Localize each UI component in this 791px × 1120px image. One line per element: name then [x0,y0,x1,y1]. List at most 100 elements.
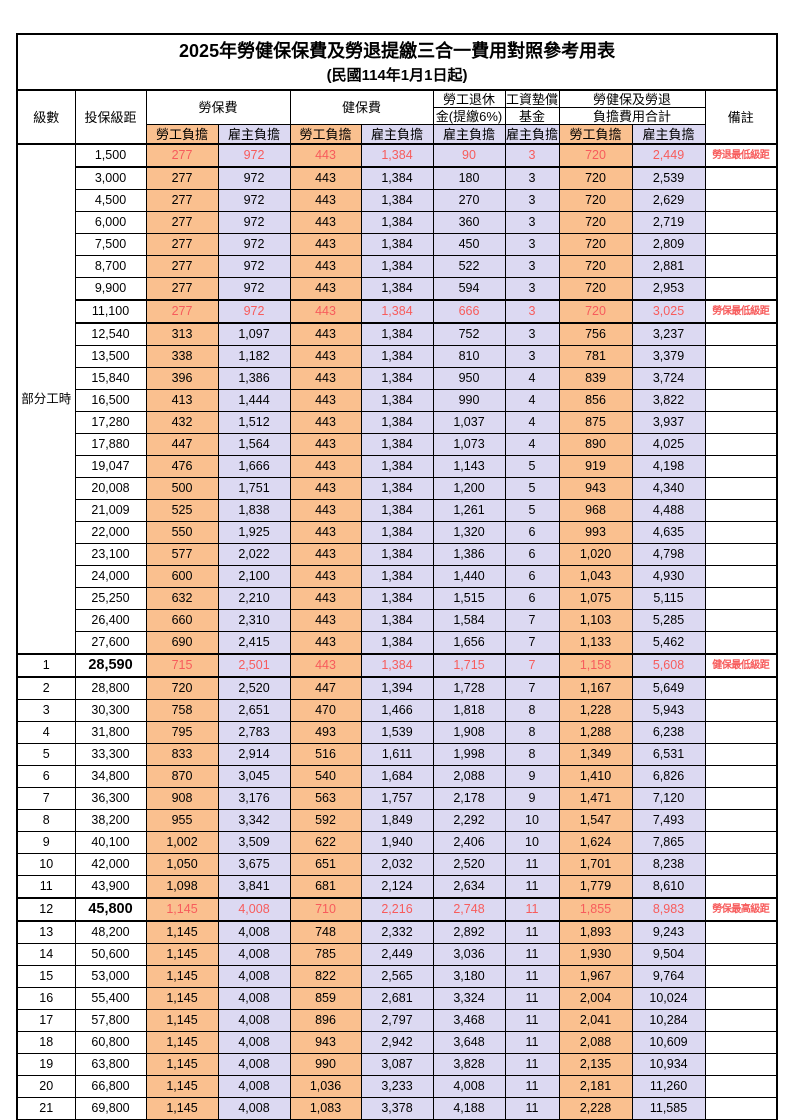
cell-labor-employer: 972 [217,189,291,212]
cell-total-employer: 4,025 [631,433,706,456]
cell-total-employee: 1,133 [558,631,633,655]
cell-bracket: 33,300 [74,743,147,766]
cell-level: 20 [16,1075,76,1098]
cell-health-employer: 1,384 [360,455,434,478]
cell-health-employee: 896 [289,1009,362,1032]
cell-wage-fund-employer: 11 [504,1075,560,1098]
cell-labor-employer: 1,097 [217,322,291,346]
cell-health-employer: 1,384 [360,211,434,234]
cell-total-employer: 9,504 [631,943,706,966]
cell-health-employer: 1,611 [360,743,434,766]
cell-pension-employer: 1,037 [432,411,506,434]
table-row: 13 48,200 1,145 4,008 748 2,332 2,892 11 1,893 9,… [16,920,778,944]
cell-wage-fund-employer: 4 [504,367,560,390]
cell-bracket: 17,880 [74,433,147,456]
cell-health-employee: 443 [289,411,362,434]
cell-bracket: 63,800 [74,1053,147,1076]
cell-total-employee: 856 [558,389,633,412]
col-header-health-fee: 健保費 [289,89,434,125]
cell-labor-employee: 1,050 [145,853,219,876]
cell-level: 13 [16,920,76,944]
cell-wage-fund-employer: 11 [504,853,560,876]
cell-labor-employer: 972 [217,233,291,256]
cell-pension-employer: 1,728 [432,676,506,700]
cell-wage-fund-employer: 8 [504,743,560,766]
cell-labor-employee: 870 [145,765,219,788]
cell-pension-employer: 522 [432,255,506,278]
cell-labor-employee: 313 [145,322,219,346]
cell-remark [704,1031,778,1054]
cell-wage-fund-employer: 11 [504,875,560,899]
cell-labor-employee: 1,145 [145,1075,219,1098]
cell-pension-employer: 1,715 [432,653,506,678]
cell-bracket: 31,800 [74,721,147,744]
cell-bracket: 4,500 [74,189,147,212]
cell-bracket: 43,900 [74,875,147,899]
cell-remark [704,943,778,966]
cell-total-employer: 9,764 [631,965,706,988]
cell-health-employer: 2,216 [360,897,434,922]
cell-bracket: 69,800 [74,1097,147,1120]
table-row: 13,500 338 1,182 443 1,384 810 3 781 3,379 [17,345,778,368]
cell-health-employee: 443 [289,653,362,678]
cell-wage-fund-employer: 11 [504,1031,560,1054]
cell-pension-employer: 180 [432,166,506,190]
cell-total-employee: 1,167 [558,676,633,700]
cell-wage-fund-employer: 11 [504,1009,560,1032]
cell-pension-employer: 1,143 [432,455,506,478]
cell-wage-fund-employer: 8 [504,699,560,722]
cell-health-employer: 1,384 [360,367,434,390]
cell-health-employer: 1,384 [360,631,434,655]
cell-total-employer: 5,115 [631,587,706,610]
cell-remark: 勞保最低級距 [704,299,778,324]
cell-wage-fund-employer: 9 [504,787,560,810]
cell-wage-fund-employer: 7 [504,676,560,700]
cell-health-employee: 443 [289,233,362,256]
cell-bracket: 11,100 [74,299,147,324]
cell-labor-employer: 1,751 [217,477,291,500]
cell-remark: 健保最低級距 [704,653,778,678]
cell-bracket: 6,000 [74,211,147,234]
cell-health-employer: 1,684 [360,765,434,788]
cell-total-employer: 3,379 [631,345,706,368]
cell-pension-employer: 3,180 [432,965,506,988]
subheader-total-employer: 雇主負擔 [631,124,706,145]
cell-labor-employer: 2,022 [217,543,291,566]
cell-total-employer: 8,983 [631,897,706,922]
cell-total-employee: 875 [558,411,633,434]
table-row: 25,250 632 2,210 443 1,384 1,515 6 1,075 5,115 [17,587,778,610]
cell-bracket: 3,000 [74,166,147,190]
cell-labor-employee: 632 [145,587,219,610]
cell-total-employee: 1,158 [558,653,633,678]
cell-pension-employer: 810 [432,345,506,368]
cell-wage-fund-employer: 7 [504,631,560,655]
cell-total-employer: 4,198 [631,455,706,478]
cell-total-employer: 2,449 [631,143,706,168]
cell-labor-employee: 525 [145,499,219,522]
cell-remark [704,477,778,500]
cell-bracket: 24,000 [74,565,147,588]
cell-remark [704,609,778,632]
cell-pension-employer: 1,261 [432,499,506,522]
table-row: 17,280 432 1,512 443 1,384 1,037 4 875 3,937 [17,411,778,434]
table-row: 24,000 600 2,100 443 1,384 1,440 6 1,043 4,930 [17,565,778,588]
table-row: 8 38,200 955 3,342 592 1,849 2,292 10 1,547 7,493 [16,809,778,832]
cell-labor-employee: 1,145 [145,1009,219,1032]
cell-total-employer: 11,585 [631,1097,706,1120]
cell-health-employee: 859 [289,987,362,1010]
cell-total-employer: 7,865 [631,831,706,854]
cell-health-employer: 2,565 [360,965,434,988]
cell-total-employer: 5,285 [631,609,706,632]
cell-level: 3 [16,699,76,722]
cell-remark [704,233,778,256]
cell-pension-employer: 3,828 [432,1053,506,1076]
cell-level: 6 [16,765,76,788]
cell-health-employee: 443 [289,521,362,544]
cell-wage-fund-employer: 4 [504,389,560,412]
cell-remark: 勞保最高級距 [704,897,778,922]
table-row: 20,008 500 1,751 443 1,384 1,200 5 943 4,340 [17,477,778,500]
col-header-wage-fund-line2: 基金 [504,107,560,125]
col-header-total-line2: 負擔費用合計 [558,107,706,125]
cell-pension-employer: 90 [432,143,506,168]
